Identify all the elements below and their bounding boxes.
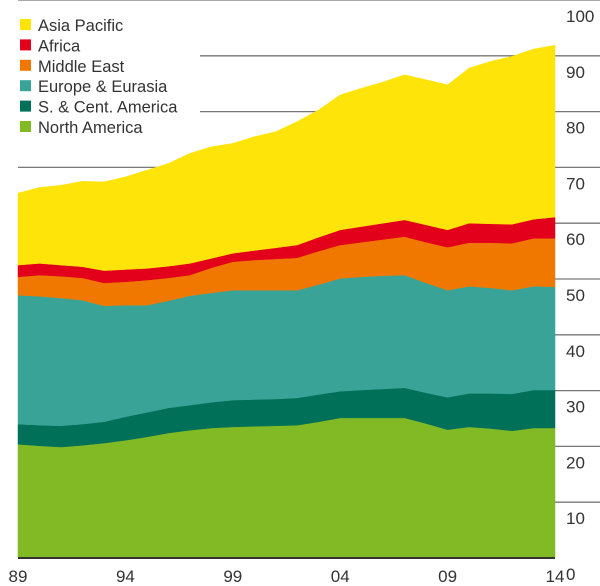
legend-label: North America	[38, 119, 143, 137]
y-axis-ticks: 0 10 20 30 40 50 60 70 80 90 100	[566, 7, 594, 584]
legend-item: Africa	[20, 37, 81, 55]
y-tick-label: 30	[566, 398, 585, 417]
legend-swatch	[20, 19, 31, 30]
legend-item: S. & Cent. America	[20, 99, 178, 117]
y-tick-label: 0	[566, 565, 575, 584]
area-series	[17, 44, 556, 559]
y-tick-label: 10	[566, 509, 585, 528]
legend-item: Europe & Eurasia	[20, 78, 168, 96]
legend-swatch	[20, 59, 31, 71]
x-tick-label: 99	[223, 567, 242, 586]
y-tick-label: 80	[566, 119, 585, 138]
y-tick-label: 50	[566, 286, 585, 305]
y-tick-label: 90	[566, 63, 585, 82]
legend-swatch	[20, 121, 31, 132]
x-axis-ticks: 89 94 99 04 09 14	[9, 567, 565, 586]
y-tick-label: 70	[566, 174, 585, 193]
legend-item: Middle East	[20, 58, 125, 76]
x-tick-label: 94	[116, 567, 135, 586]
legend-label: Asia Pacific	[38, 17, 123, 35]
y-tick-label: 100	[566, 7, 594, 26]
x-tick-label: 04	[331, 567, 350, 586]
legend-item: North America	[20, 119, 143, 137]
x-tick-label: 14	[546, 567, 565, 586]
legend-label: Middle East	[38, 58, 125, 76]
legend-swatch	[20, 80, 31, 92]
legend: Asia Pacific Africa Middle East Europe & Eu…	[20, 17, 178, 137]
legend-label: S. & Cent. America	[38, 99, 178, 117]
legend-swatch	[20, 39, 31, 51]
legend-label: Africa	[38, 37, 81, 55]
y-tick-label: 20	[566, 453, 585, 472]
x-tick-label: 89	[9, 567, 28, 586]
area-asia-pacific	[17, 44, 556, 271]
legend-background	[14, 12, 200, 140]
legend-item: Asia Pacific	[20, 17, 123, 35]
y-tick-label: 60	[566, 230, 585, 249]
y-tick-label: 40	[566, 342, 585, 361]
legend-swatch	[20, 100, 31, 112]
x-tick-label: 09	[438, 567, 457, 586]
legend-label: Europe & Eurasia	[38, 78, 168, 96]
